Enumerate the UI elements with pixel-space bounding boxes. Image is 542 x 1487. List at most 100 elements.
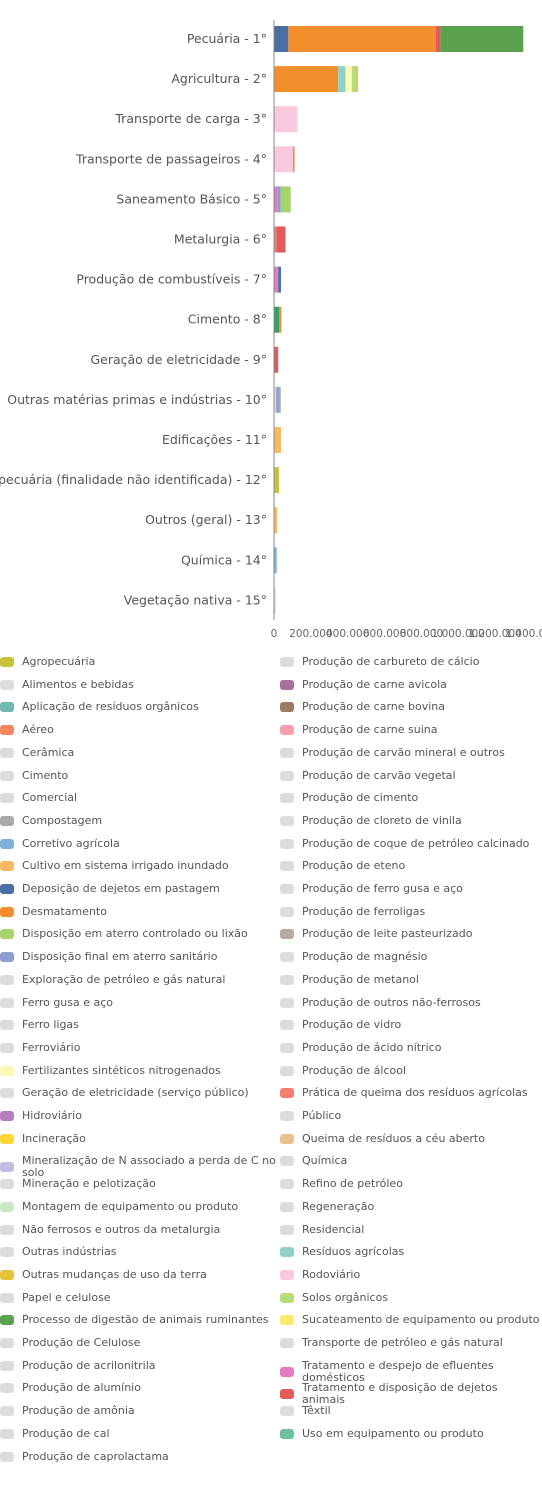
- legend-item[interactable]: Processo de digestão de animais ruminant…: [0, 1314, 269, 1326]
- bar-segment[interactable]: [440, 26, 524, 52]
- bar-segment[interactable]: [292, 146, 295, 173]
- legend-item[interactable]: Produção de Celulose: [0, 1337, 140, 1349]
- bar-segment[interactable]: [296, 106, 298, 133]
- legend-item[interactable]: Exploração de petróleo e gás natural: [0, 973, 225, 986]
- bar-segment[interactable]: [276, 386, 279, 413]
- legend-item[interactable]: Produção de ácido nítrico: [280, 1041, 441, 1054]
- legend-item[interactable]: Ferro ligas: [0, 1019, 79, 1031]
- bar-segment[interactable]: [274, 507, 278, 534]
- legend-item[interactable]: Produção de ferro gusa e aço: [280, 883, 463, 895]
- legend-item[interactable]: Disposição final em aterro sanitário: [0, 951, 217, 963]
- legend-item[interactable]: Agropecuária: [0, 656, 95, 668]
- bar-segment[interactable]: [274, 547, 277, 574]
- bar-segment[interactable]: [276, 226, 286, 253]
- legend-item[interactable]: Montagem de equipamento ou produto: [0, 1200, 238, 1213]
- legend-item[interactable]: Outras mudanças de uso da terra: [0, 1268, 207, 1281]
- bar-segment[interactable]: [274, 226, 277, 253]
- bar-segment[interactable]: [338, 66, 346, 93]
- bar-segment[interactable]: [356, 66, 358, 93]
- legend-item[interactable]: Produção de amônia: [0, 1405, 135, 1417]
- legend-item[interactable]: Mineração e pelotização: [0, 1178, 156, 1190]
- legend-item[interactable]: Produção de eteno: [280, 860, 405, 872]
- bar-segment[interactable]: [277, 186, 281, 213]
- bar-segment[interactable]: [274, 386, 277, 413]
- legend-item[interactable]: Geração de eletricidade (serviço público…: [0, 1087, 249, 1099]
- legend-item[interactable]: Produção de magnésio: [280, 951, 427, 963]
- legend-item[interactable]: Prática de queima dos resíduos agrícolas: [280, 1087, 528, 1099]
- legend-item[interactable]: Alimentos e bebidas: [0, 678, 134, 691]
- legend-item[interactable]: Produção de alumínio: [0, 1382, 141, 1394]
- legend-item[interactable]: Produção de cal: [0, 1427, 110, 1440]
- legend-item[interactable]: Produção de caprolactama: [0, 1450, 169, 1463]
- legend-item[interactable]: Ferroviário: [0, 1041, 80, 1054]
- legend-item[interactable]: Produção de leite pasteurizado: [280, 928, 472, 940]
- legend-item[interactable]: Química: [280, 1155, 347, 1167]
- bar-segment[interactable]: [274, 66, 339, 93]
- bar-segment[interactable]: [274, 587, 276, 614]
- bar-segment[interactable]: [288, 26, 436, 52]
- legend-item[interactable]: Hidroviário: [0, 1110, 82, 1122]
- legend-item[interactable]: Papel e celulose: [0, 1291, 111, 1304]
- legend-item[interactable]: Mineralização de N associado a perda de …: [0, 1155, 276, 1179]
- legend-item[interactable]: Cultivo em sistema irrigado inundado: [0, 860, 229, 872]
- bar-segment[interactable]: [274, 106, 297, 133]
- legend-item[interactable]: Produção de outros não-ferrosos: [280, 996, 481, 1009]
- bar-segment[interactable]: [435, 26, 441, 52]
- legend-item[interactable]: Solos orgânicos: [280, 1291, 388, 1304]
- legend-item[interactable]: Tratamento e despejo de efluentes domést…: [280, 1359, 542, 1384]
- legend-item[interactable]: Sucateamento de equipamento ou produto: [280, 1314, 540, 1326]
- legend-item[interactable]: Produção de cloreto de vinila: [280, 814, 462, 827]
- legend-item[interactable]: Queima de resíduos a céu aberto: [280, 1132, 485, 1145]
- legend-item[interactable]: Produção de carbureto de cálcio: [280, 656, 479, 668]
- legend-item[interactable]: Fertilizantes sintéticos nitrogenados: [0, 1064, 221, 1077]
- legend-item[interactable]: Aéreo: [0, 724, 54, 736]
- legend-item[interactable]: Ferro gusa e aço: [0, 996, 113, 1009]
- bar-segment[interactable]: [274, 427, 281, 453]
- legend-item[interactable]: Cimento: [0, 769, 68, 782]
- legend-item[interactable]: Resíduos agrícolas: [280, 1246, 404, 1258]
- legend-item[interactable]: Rodoviário: [280, 1268, 360, 1281]
- legend-item[interactable]: Comercial: [0, 792, 77, 804]
- legend-item[interactable]: Produção de vidro: [280, 1019, 401, 1031]
- legend-item[interactable]: Cerâmica: [0, 746, 74, 759]
- legend-item[interactable]: Compostagem: [0, 814, 102, 827]
- legend-item[interactable]: Residencial: [280, 1223, 364, 1236]
- legend-item[interactable]: Produção de carne bovina: [280, 701, 445, 713]
- legend-item[interactable]: Público: [280, 1110, 341, 1122]
- bar-segment[interactable]: [274, 146, 293, 173]
- bar-segment[interactable]: [274, 26, 289, 52]
- bar-segment[interactable]: [279, 306, 282, 333]
- legend-item[interactable]: Transporte de petróleo e gás natural: [280, 1337, 503, 1349]
- legend-item[interactable]: Incineração: [0, 1132, 86, 1145]
- legend-item[interactable]: Desmatamento: [0, 905, 107, 918]
- bar-segment[interactable]: [274, 467, 279, 494]
- legend-item[interactable]: Corretivo agrícola: [0, 837, 120, 850]
- legend-item[interactable]: Produção de acrilonitrila: [0, 1359, 156, 1372]
- legend-item[interactable]: Deposição de dejetos em pastagem: [0, 883, 220, 895]
- bar-segment[interactable]: [278, 266, 281, 293]
- legend-item[interactable]: Regeneração: [280, 1200, 374, 1213]
- bar-segment[interactable]: [274, 266, 279, 293]
- bar-segment[interactable]: [280, 186, 291, 213]
- legend-item[interactable]: Produção de carvão mineral e outros: [280, 746, 505, 759]
- legend-item[interactable]: Refino de petróleo: [280, 1178, 403, 1190]
- legend-item[interactable]: Produção de cimento: [280, 792, 418, 804]
- legend-item[interactable]: Outras indústrias: [0, 1246, 117, 1258]
- legend-item[interactable]: Disposição em aterro controlado ou lixão: [0, 928, 248, 940]
- legend-item[interactable]: Não ferrosos e outros da metalurgia: [0, 1223, 220, 1236]
- legend-item[interactable]: Têxtil: [280, 1405, 331, 1417]
- legend-item[interactable]: Produção de carne suina: [280, 724, 438, 736]
- bar-segment[interactable]: [274, 306, 280, 333]
- bar-segment[interactable]: [351, 66, 357, 93]
- legend-item[interactable]: Produção de carne avicola: [280, 678, 447, 691]
- bar-segment[interactable]: [278, 386, 281, 413]
- legend-item[interactable]: Produção de carvão vegetal: [280, 769, 456, 782]
- legend-item[interactable]: Aplicação de resíduos orgânicos: [0, 701, 199, 713]
- legend-item[interactable]: Uso em equipamento ou produto: [280, 1427, 484, 1440]
- legend-item[interactable]: Produção de álcool: [280, 1064, 406, 1077]
- bar-segment[interactable]: [274, 186, 278, 213]
- legend-item[interactable]: Produção de ferroligas: [280, 905, 425, 918]
- legend-item[interactable]: Tratamento e disposição de dejetos anima…: [280, 1382, 542, 1406]
- legend-item[interactable]: Produção de coque de petróleo calcinado: [280, 837, 529, 850]
- bar-segment[interactable]: [345, 66, 352, 93]
